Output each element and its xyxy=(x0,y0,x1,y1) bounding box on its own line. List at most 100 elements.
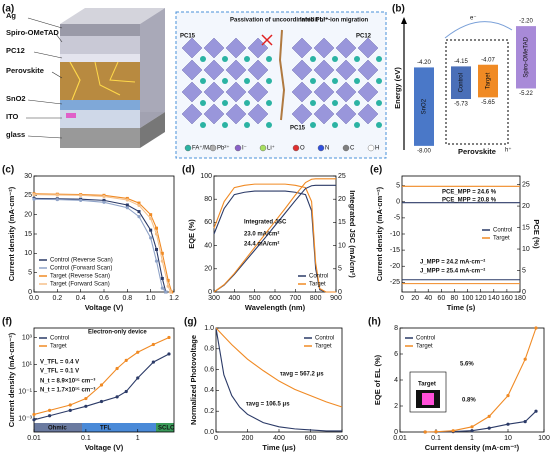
x-tick-label: 10 xyxy=(504,435,512,442)
marker xyxy=(137,203,141,207)
x-tick-label: 0.2 xyxy=(52,295,62,302)
series-line xyxy=(425,327,537,433)
marker xyxy=(151,360,155,364)
annotation: J_MPP = 24.2 mA·cm⁻² xyxy=(420,259,485,266)
y2-tick-label: 0 xyxy=(338,289,342,296)
marker xyxy=(155,226,158,230)
marker xyxy=(534,326,538,330)
octahedron xyxy=(203,81,225,103)
marker xyxy=(136,350,140,354)
atom xyxy=(332,56,338,62)
marker xyxy=(99,399,104,404)
level-top: -2.20 xyxy=(519,19,533,25)
layer-label: Spiro-OMeTAD xyxy=(6,28,59,37)
legend-label: Target xyxy=(50,344,67,350)
marker xyxy=(125,198,129,202)
y-tick-label: 0.4 xyxy=(204,387,214,394)
marker xyxy=(451,429,455,433)
marker xyxy=(160,286,164,290)
marker xyxy=(149,216,153,221)
y-axis-label: EQE of EL (%) xyxy=(373,354,382,405)
octahedron xyxy=(357,81,379,103)
octahedron xyxy=(357,59,379,81)
layer-label: Perovskite xyxy=(6,66,44,75)
annotation: 23.0 mA/cm² xyxy=(244,231,279,238)
y-tick-label: 2 xyxy=(394,403,398,410)
legend-swatch xyxy=(259,144,267,152)
atom xyxy=(310,122,316,128)
atom xyxy=(310,100,316,106)
y-axis-label: Current density (mA·cm⁻²) xyxy=(7,332,16,427)
x-axis-label: Current density (mA·cm⁻²) xyxy=(425,443,520,452)
x-tick-label: 0.01 xyxy=(27,435,41,442)
atom xyxy=(310,56,316,62)
x-tick-label: 500 xyxy=(249,295,261,302)
y2-tick-label: 15 xyxy=(338,219,346,226)
series-line xyxy=(213,183,336,293)
y2-tick-label: 25 xyxy=(522,181,530,188)
plot-frame xyxy=(33,327,175,433)
x-tick-label: 600 xyxy=(269,295,281,302)
octahedron xyxy=(291,81,313,103)
octahedron xyxy=(357,103,379,125)
x-tick-label: 600 xyxy=(305,435,317,442)
octahedron xyxy=(181,103,203,125)
x-axis-label: Voltage (V) xyxy=(85,303,124,312)
atom xyxy=(354,56,360,62)
y-axis-label: Current density (mA·cm⁻²) xyxy=(7,186,16,281)
x-tick-label: 100 xyxy=(538,435,550,442)
y2-tick-label: 20 xyxy=(522,203,530,210)
atom xyxy=(222,56,228,62)
energy-level xyxy=(451,66,471,100)
legend-label: Li⁺ xyxy=(267,145,275,152)
octahedron xyxy=(291,103,313,125)
marker xyxy=(55,193,59,197)
y-tick-label: -25 xyxy=(390,279,400,286)
octahedron xyxy=(291,59,313,81)
atom xyxy=(200,78,206,84)
atom xyxy=(266,122,272,128)
charge: e⁻ xyxy=(470,16,477,22)
energy-level xyxy=(516,26,536,89)
annotation: V_TFL = 0.4 V xyxy=(40,360,79,366)
legend-swatch xyxy=(292,144,300,152)
y2-tick-label: 10 xyxy=(522,246,530,253)
atom xyxy=(222,122,228,128)
x-tick-label: 180 xyxy=(514,295,526,302)
layer-label: Ag xyxy=(6,11,16,20)
layer-label: glass xyxy=(6,130,25,139)
y-tick-label: 1.0 xyxy=(204,325,214,332)
regime-band xyxy=(34,423,82,432)
marker xyxy=(166,278,170,282)
legend-swatch xyxy=(317,144,325,152)
annotation: Target xyxy=(418,382,436,388)
marker xyxy=(149,213,153,217)
octahedron xyxy=(335,103,357,125)
layer-label: SnO2 xyxy=(6,94,26,103)
atom xyxy=(354,122,360,128)
marker xyxy=(102,194,106,199)
marker xyxy=(115,395,119,399)
annotation: Integrated JSC xyxy=(244,220,287,226)
note: PC12 xyxy=(356,34,372,40)
group-label: Perovskite xyxy=(458,147,496,156)
y2-tick-label: 5 xyxy=(338,266,342,273)
x-tick-label: 100 xyxy=(462,295,474,302)
layer-label: PC12 xyxy=(6,46,25,55)
legend-label: Target (Reverse Scan) xyxy=(50,274,110,280)
note: PC15 xyxy=(290,126,306,132)
x-axis-label: Time (μs) xyxy=(262,443,296,452)
legend-label: I⁻ xyxy=(242,146,247,152)
octahedron xyxy=(181,37,203,59)
atom xyxy=(222,78,228,84)
y-tick-label: 100 xyxy=(200,173,212,180)
marker xyxy=(84,404,88,408)
annotation: J_MPP = 25.4 mA·cm⁻² xyxy=(420,268,485,275)
marker xyxy=(155,247,158,251)
charge: h⁺ xyxy=(505,147,512,154)
marker xyxy=(124,358,128,362)
legend-label: Target xyxy=(309,282,326,288)
panel-label: (e) xyxy=(370,165,382,176)
series-line xyxy=(213,178,336,293)
panel-label: (b) xyxy=(392,4,405,15)
